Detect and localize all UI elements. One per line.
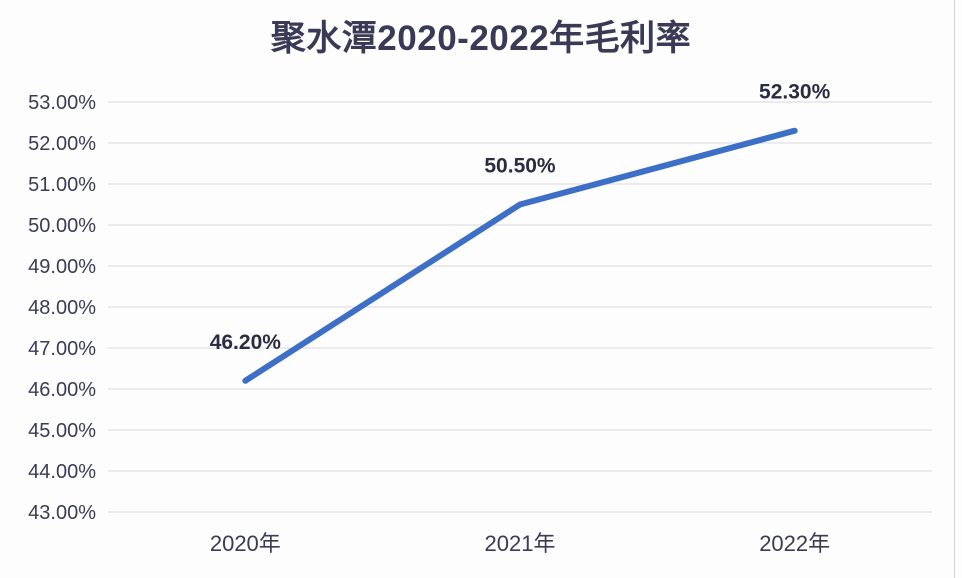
y-axis-tick-label: 45.00% bbox=[28, 420, 96, 442]
y-axis-tick-label: 48.00% bbox=[28, 297, 96, 319]
y-axis-tick-label: 47.00% bbox=[28, 338, 96, 360]
data-label: 50.50% bbox=[484, 155, 556, 178]
y-axis-tick-label: 49.00% bbox=[28, 256, 96, 278]
y-axis-tick-label: 51.00% bbox=[28, 174, 96, 196]
x-axis-label: 2022年 bbox=[759, 531, 830, 556]
y-axis-tick-label: 44.00% bbox=[28, 461, 96, 483]
x-axis-label: 2020年 bbox=[210, 531, 281, 556]
y-axis-tick-label: 52.00% bbox=[28, 133, 96, 155]
y-axis-tick-label: 43.00% bbox=[28, 502, 96, 524]
y-axis-tick-label: 50.00% bbox=[28, 215, 96, 237]
gross-margin-series-line bbox=[242, 127, 798, 384]
data-label: 46.20% bbox=[210, 331, 282, 354]
y-axis-tick-label: 46.00% bbox=[28, 379, 96, 401]
y-axis-tick-label: 53.00% bbox=[28, 92, 96, 114]
x-axis-label: 2021年 bbox=[485, 531, 556, 556]
data-label: 52.30% bbox=[759, 81, 831, 104]
chart-title: 聚水潭2020-2022年毛利率 bbox=[270, 19, 692, 58]
right-edge-divider bbox=[954, 0, 955, 578]
